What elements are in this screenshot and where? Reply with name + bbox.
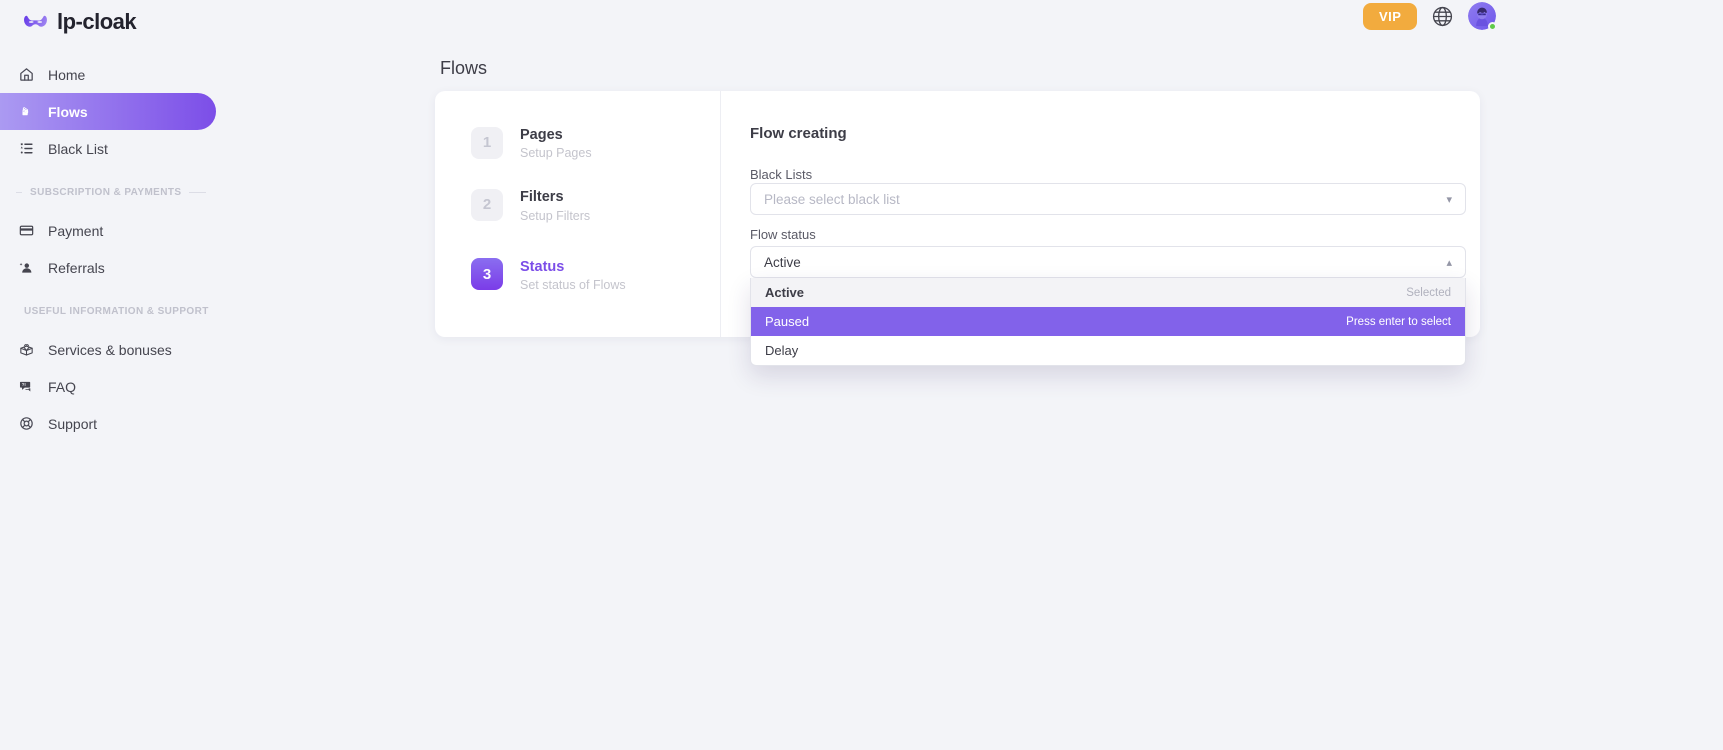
svg-text:?!: ?! [22,382,27,387]
